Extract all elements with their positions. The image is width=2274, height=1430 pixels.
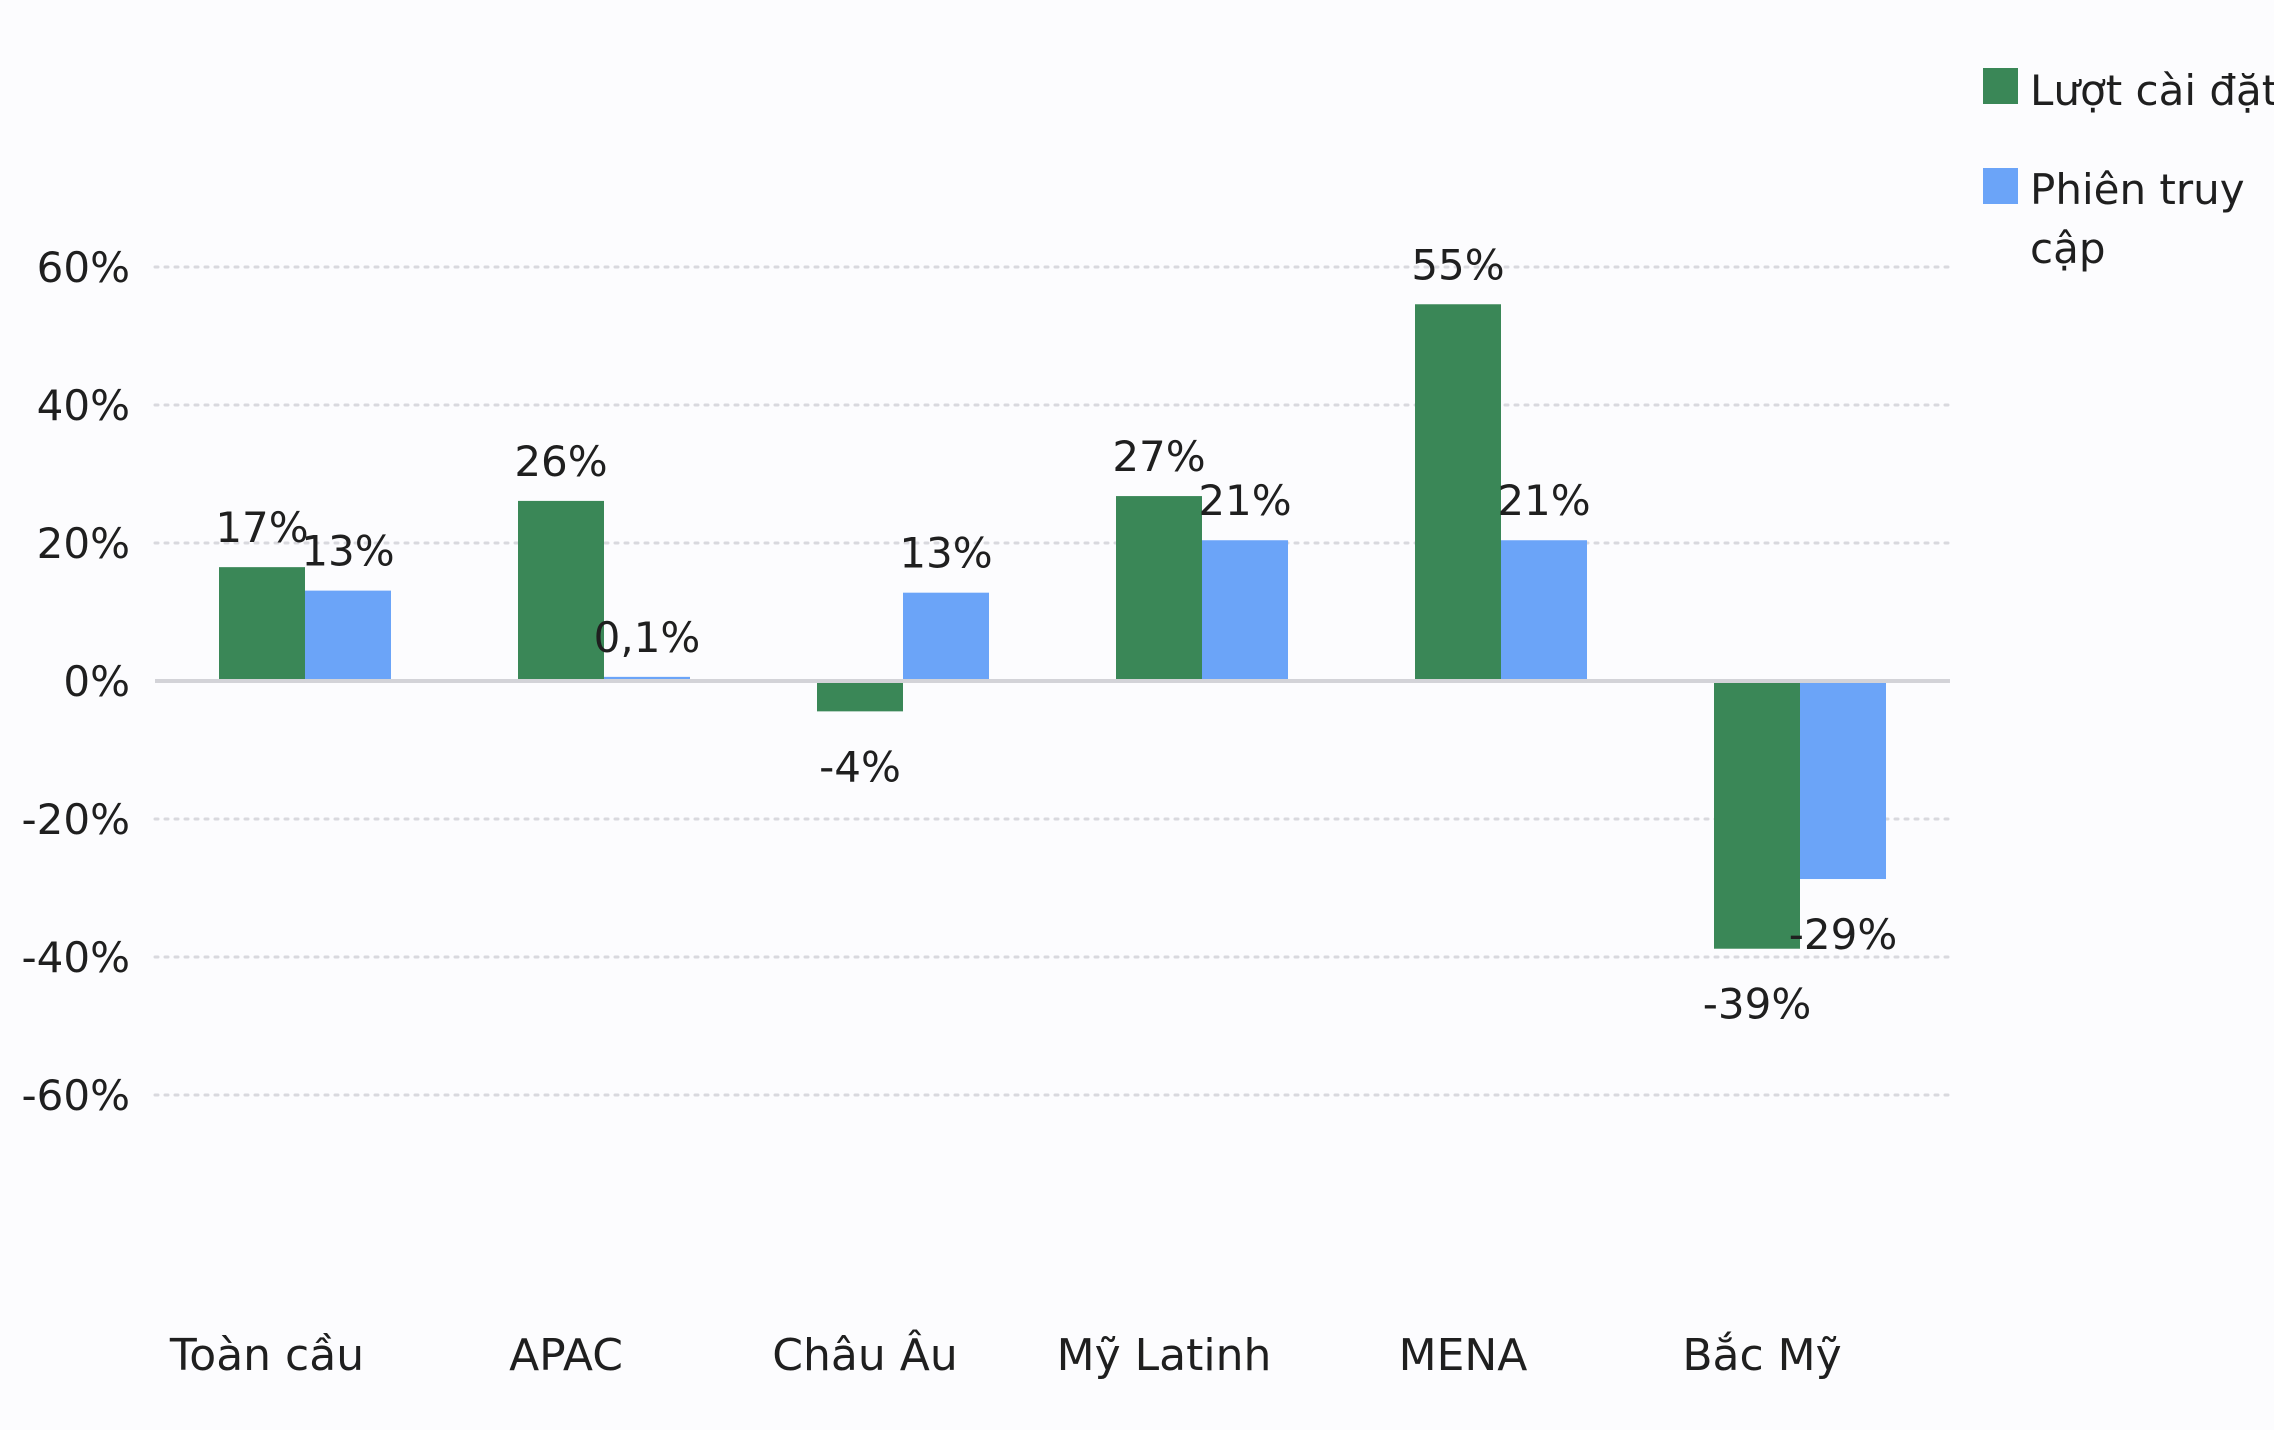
y-tick-label: 20% [37,519,130,568]
category-label: Châu Âu [772,1328,957,1381]
y-tick-label: 0% [63,657,130,706]
data-label: -39% [1703,980,1812,1029]
category-labels: Toàn cầu APAC Châu Âu Mỹ Latinh MENA Bắc Mỹ [169,1328,1842,1381]
data-label: 0,1% [594,613,701,662]
category-label: MENA [1399,1330,1528,1381]
bar-installs [1116,496,1202,681]
y-tick-label: 60% [37,243,130,292]
bar-installs [1714,681,1800,949]
category-label: Bắc Mỹ [1682,1330,1841,1381]
bar-installs [1415,304,1501,681]
data-label: 21% [1198,476,1291,525]
bar-sessions [1800,681,1886,880]
category-label: APAC [509,1330,623,1381]
data-label: 13% [899,529,992,578]
y-axis-ticks: 60% 40% 20% 0% -20% -40% -60% [21,243,130,1120]
data-label: 27% [1112,432,1205,481]
legend-label-sessions-line1: Phiên truy [2030,165,2245,214]
data-label: -4% [819,742,901,791]
gridlines [153,265,1952,1097]
legend-label-sessions-line2: cập [2030,224,2106,273]
legend: Lượt cài đặt Phiên truy cập [1983,66,2274,273]
data-label: -29% [1789,910,1898,959]
bar-sessions [1501,540,1587,681]
data-labels: 17% 26% -4% 27% 55% -39% 13% 0,1% 13% 21% 21% -29% [215,240,1897,1028]
category-label: Toàn cầu [169,1330,364,1381]
data-label: 26% [514,437,607,486]
bar-sessions [604,676,690,681]
y-tick-label: -40% [21,933,130,982]
legend-label-installs: Lượt cài đặt [2030,66,2274,115]
bar-sessions [1202,540,1288,681]
data-label: 13% [301,527,394,576]
legend-swatch-sessions [1983,168,2018,204]
y-tick-label: 40% [37,381,130,430]
category-label: Mỹ Latinh [1057,1330,1272,1381]
bars [219,304,1886,949]
data-label: 55% [1411,240,1504,289]
bar-sessions [903,592,989,681]
y-tick-label: -20% [21,795,130,844]
data-label: 17% [215,503,308,552]
bar-sessions [305,590,391,681]
bar-installs [817,681,903,712]
bar-installs [219,567,305,681]
bar-installs [518,500,604,681]
legend-swatch-installs [1983,68,2018,104]
y-tick-label: -60% [21,1071,130,1120]
data-label: 21% [1497,476,1590,525]
